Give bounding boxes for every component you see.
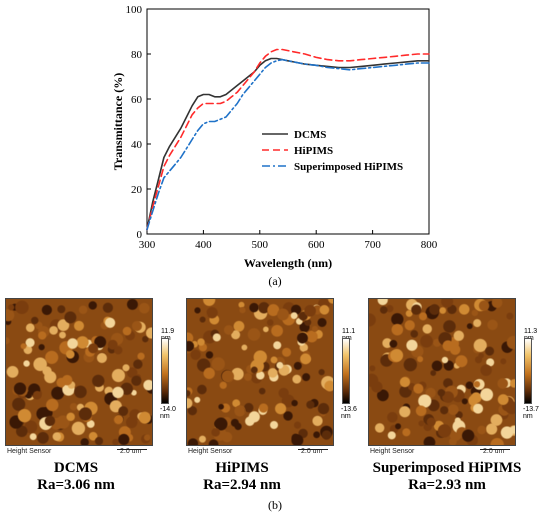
- afm-roughness: Ra=2.94 nm: [203, 477, 281, 493]
- scale-bar: [480, 449, 510, 450]
- legend-label: DCMS: [294, 129, 326, 141]
- chart-series: [146, 48, 430, 231]
- colorbar-min-label: -14.0 nm: [160, 406, 176, 420]
- afm-image: [368, 298, 516, 446]
- legend-label: Superimposed HiPIMS: [294, 161, 403, 173]
- colorbar: [342, 338, 350, 404]
- chart-axes: 300 400 500 600 700 800 0 20 40 60 80 100 Wavelength…: [111, 4, 438, 270]
- afm-caption-hipims: HiPIMS Ra=2.94 nm: [152, 460, 332, 494]
- series-line-3: [146, 58, 430, 231]
- scale-bar: [117, 449, 147, 450]
- panel-b-label: (b): [268, 498, 282, 512]
- afm-image: [186, 298, 334, 446]
- x-tick-label: 500: [252, 239, 269, 251]
- height-sensor-label: Height Sensor: [188, 448, 233, 455]
- x-tick-label: 800: [421, 239, 438, 251]
- panel-a-label: (a): [268, 274, 282, 288]
- series-line-1: [146, 57, 430, 231]
- colorbar-min-label: -13.7 nm: [523, 406, 539, 420]
- afm-title: Superimposed HiPIMS: [372, 460, 522, 476]
- height-sensor-label: Height Sensor: [370, 448, 415, 455]
- chart-legend: DCMS HiPIMS Superimposed HiPIMS: [262, 129, 403, 173]
- x-tick-label: 700: [364, 239, 381, 251]
- scale-bar-label: 2.0 um: [120, 448, 142, 455]
- y-tick-label: 20: [131, 184, 143, 196]
- afm-roughness: Ra=3.06 nm: [37, 477, 115, 493]
- afm-roughness: Ra=2.93 nm: [408, 477, 486, 493]
- x-axis-label: Wavelength (nm): [244, 256, 332, 270]
- x-tick-label: 600: [308, 239, 325, 251]
- x-tick-label: 300: [139, 239, 156, 251]
- legend-label: HiPIMS: [294, 145, 333, 157]
- x-tick-label: 400: [195, 239, 212, 251]
- afm-panel-dcms: Height Sensor 2.0 um 11.9 nm -14.0 nm: [5, 298, 185, 458]
- y-tick-label: 100: [126, 4, 143, 16]
- afm-caption-dcms: DCMS Ra=3.06 nm: [0, 460, 166, 494]
- scale-bar-label: 2.0 um: [301, 448, 323, 455]
- scale-bar: [298, 449, 328, 450]
- series-line-2: [146, 48, 430, 231]
- y-tick-label: 80: [131, 49, 143, 61]
- y-tick-label: 60: [131, 94, 143, 106]
- colorbar: [524, 338, 532, 404]
- scale-bar-label: 2.0 um: [483, 448, 505, 455]
- afm-title: DCMS: [53, 460, 99, 476]
- colorbar-min-label: -13.6 nm: [341, 406, 357, 420]
- afm-panel-superimposed-hipims: Height Sensor 2.0 um 11.3 nm -13.7 nm: [368, 298, 548, 458]
- height-sensor-label: Height Sensor: [7, 448, 52, 455]
- afm-title: HiPIMS: [215, 460, 269, 476]
- afm-caption-superimposed-hipims: Superimposed HiPIMS Ra=2.93 nm: [352, 460, 542, 494]
- afm-image: [5, 298, 153, 446]
- colorbar: [161, 338, 169, 404]
- y-axis-label: Transmittance (%): [111, 73, 125, 170]
- y-tick-label: 40: [131, 139, 143, 151]
- plot-frame: [146, 8, 430, 235]
- afm-panel-hipims: Height Sensor 2.0 um 11.1 nm -13.6 nm: [186, 298, 366, 458]
- y-tick-label: 0: [137, 229, 143, 241]
- transmittance-chart: 300 400 500 600 700 800 0 20 40 60 80 100 Wavelength…: [111, 4, 438, 270]
